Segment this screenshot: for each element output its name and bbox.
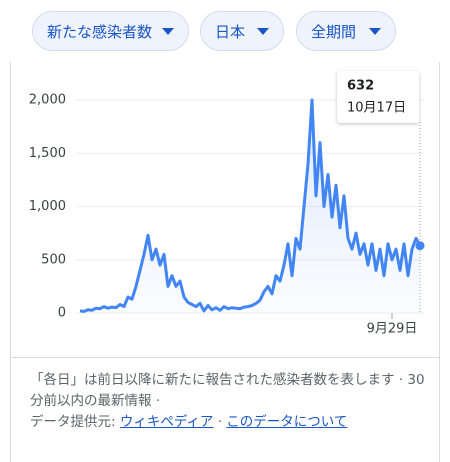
- filter-chip[interactable]: 全期間: [296, 11, 396, 51]
- line-series: [79, 98, 422, 313]
- tooltip-date: 10月17日: [347, 101, 406, 116]
- card-frame: [10, 62, 440, 462]
- chip-label: 全期間: [311, 23, 357, 41]
- page: 新たな感染者数 日本 全期間 0 500 1,000 1,500 2,000 9月29日 6…: [10, 11, 440, 462]
- tooltip-box: [337, 71, 419, 123]
- dropdown-icon: [369, 28, 381, 35]
- about-link[interactable]: このデータについて: [226, 414, 348, 430]
- separator: [152, 393, 161, 409]
- chip-label: 日本: [215, 23, 246, 41]
- y-tick-label: 0: [58, 306, 66, 321]
- footer: 「各日」は前日以降に新たに報告された感染者数を表します30 分前以内の最新情報デ…: [30, 370, 430, 433]
- y-tick-label: 500: [41, 252, 66, 267]
- updated-info: 30 分前以内の最新情報: [30, 372, 425, 409]
- source-label: データ提供元:: [30, 414, 116, 430]
- source-link[interactable]: ウィキペディア: [119, 414, 214, 430]
- footer-note: 「各日」は前日以降に新たに報告された感染者数を表します: [30, 372, 395, 388]
- chart: 0 500 1,000 1,500 2,000 9月29日 632 10月17日: [29, 71, 425, 337]
- hover-point: [415, 241, 425, 251]
- area-fill: [80, 100, 420, 313]
- separator: [213, 414, 226, 430]
- y-tick-label: 2,000: [29, 93, 66, 108]
- chip-label: 新たな感染者数: [47, 23, 153, 41]
- dropdown-icon: [162, 28, 174, 35]
- tooltip-value: 632: [347, 79, 374, 94]
- dropdown-icon: [257, 28, 269, 35]
- tooltip: 632 10月17日: [337, 71, 419, 123]
- divider: [10, 357, 440, 358]
- x-tick-label: 9月29日: [367, 322, 418, 337]
- y-tick-label: 1,500: [29, 146, 66, 161]
- y-tick-label: 1,000: [29, 199, 66, 214]
- filter-chip[interactable]: 新たな感染者数: [32, 11, 189, 51]
- filter-chip[interactable]: 日本: [200, 11, 284, 51]
- separator: [395, 372, 408, 388]
